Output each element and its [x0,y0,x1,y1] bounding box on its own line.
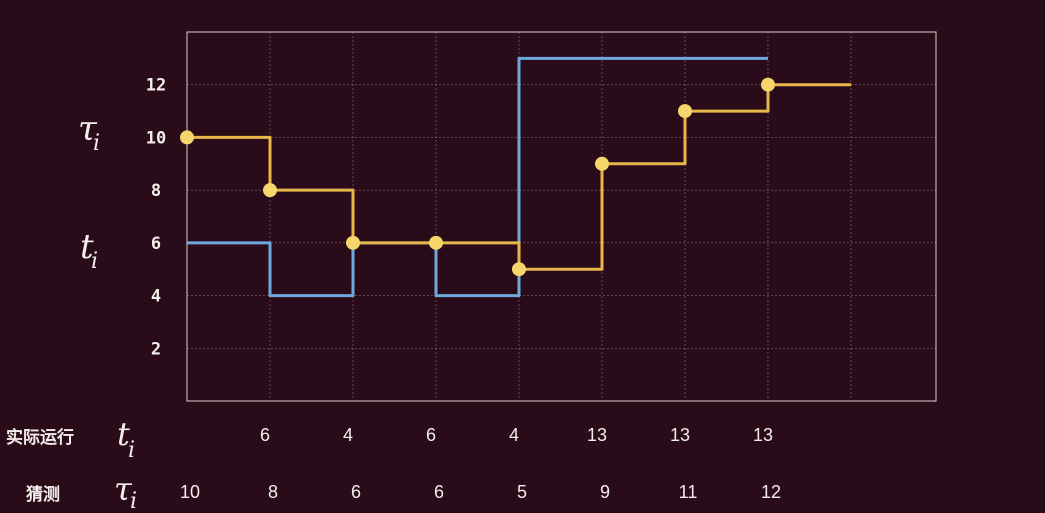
grid-lines [187,32,936,401]
actual-value-cell: 4 [509,425,519,445]
plot-frame [186,31,937,402]
actual-burst-series [187,56,768,298]
y-tick-label: 4 [151,287,161,307]
guess-value-cell: 6 [351,482,361,502]
prediction-point [512,262,526,277]
y-tick-label: 6 [151,234,161,254]
t-subscript-row: i [128,438,135,463]
guess-value-cell: 6 [434,482,444,502]
guess-value-cell: 10 [180,482,200,502]
guess-value-cell: 11 [679,482,698,502]
guess-value-cell: 8 [268,482,278,502]
guess-value-cell: 12 [761,482,781,502]
t-symbol-left: t [80,227,94,267]
guess-values-row: 10 8 6 6 5 9 11 12 [180,482,781,502]
tau-symbol-row: τ [114,470,133,508]
y-tick-label: 2 [151,339,161,359]
prediction-point [429,235,443,250]
y-tick-label: 8 [151,181,161,201]
actual-value-cell: 6 [426,425,436,445]
actual-value-cell: 4 [343,425,353,445]
y-tick-label: 10 [146,128,166,148]
actual-burst-line [187,56,768,298]
prediction-point [595,156,609,171]
actual-value-cell: 13 [753,425,773,445]
y-tick-label: 12 [146,76,166,96]
tau-symbol-left: τ [78,109,98,149]
guess-row-label: 猜测 [25,484,60,505]
y-tick-labels: 2 4 6 8 10 12 [146,76,166,360]
t-subscript-left: i [91,249,98,274]
actual-row-label: 实际运行 [6,427,74,448]
prediction-point [263,183,277,198]
t-symbol-row: t [117,415,130,453]
tau-subscript-row: i [130,489,137,513]
prediction-markers [180,77,775,277]
prediction-point [761,77,775,92]
prediction-point [346,235,360,250]
guess-value-cell: 9 [600,482,610,502]
actual-value-cell: 13 [587,425,607,445]
prediction-point [180,130,194,145]
actual-value-cell: 6 [260,425,270,445]
tau-subscript-left: i [93,131,100,156]
actual-value-cell: 13 [670,425,690,445]
actual-values-row: 6 4 6 4 13 13 13 [260,425,773,445]
guess-value-cell: 5 [517,482,527,502]
prediction-point [678,104,692,119]
